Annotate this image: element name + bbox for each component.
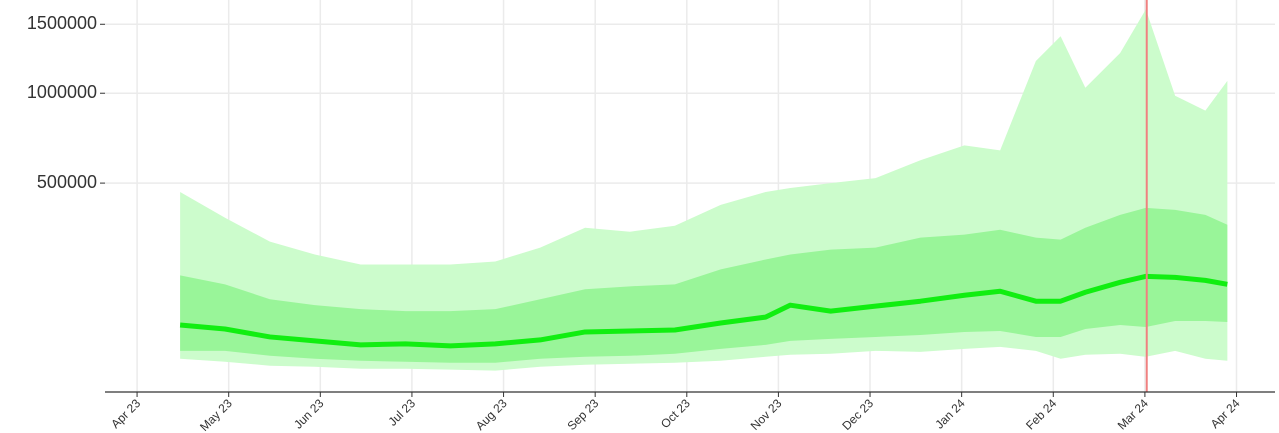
x-tick-label: Aug 23 bbox=[473, 396, 510, 433]
median-line bbox=[179, 273, 1228, 349]
y-tick-label: 1500000 bbox=[27, 13, 97, 33]
x-tick-label: Feb 24 bbox=[1023, 396, 1060, 433]
x-tick-label: Jun 23 bbox=[291, 396, 327, 432]
y-tick-label: 1000000 bbox=[27, 82, 97, 102]
x-tick-label: Sep 23 bbox=[564, 396, 601, 433]
x-tick-label: Jan 24 bbox=[932, 396, 968, 432]
x-tick-label: Mar 24 bbox=[1115, 396, 1152, 433]
x-tick-label: Jul 23 bbox=[386, 396, 419, 429]
x-tick-label: Apr 23 bbox=[108, 396, 143, 431]
x-tick-label: Nov 23 bbox=[748, 396, 785, 433]
y-tick-label: 500000 bbox=[37, 172, 97, 192]
x-tick-label: Dec 23 bbox=[839, 396, 876, 433]
x-tick-label: May 23 bbox=[197, 396, 235, 433]
x-tick-label: Apr 24 bbox=[1208, 396, 1243, 431]
band bbox=[180, 207, 1228, 363]
x-tick-label: Oct 23 bbox=[658, 396, 693, 431]
